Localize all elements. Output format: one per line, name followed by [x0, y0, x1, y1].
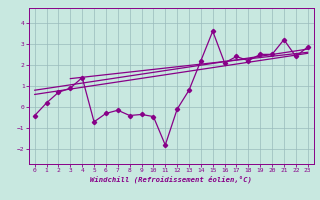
X-axis label: Windchill (Refroidissement éolien,°C): Windchill (Refroidissement éolien,°C)	[90, 176, 252, 183]
